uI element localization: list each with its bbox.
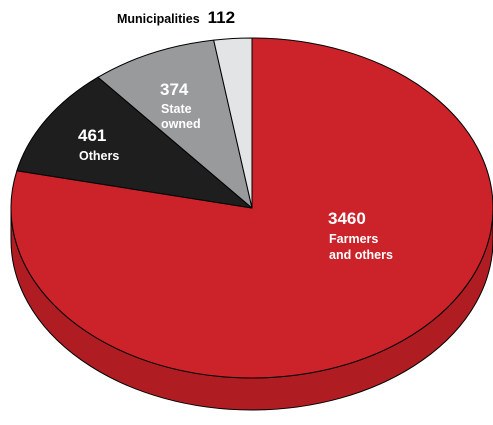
pie-slices xyxy=(10,37,493,379)
slice-label-municipalities: Municipalities 112 xyxy=(117,8,235,27)
slice-name-farmers-1: Farmers xyxy=(329,232,378,246)
slice-name-state-1: State xyxy=(161,102,192,116)
slice-value-others: 461 xyxy=(78,126,106,145)
slice-name-farmers-2: and others xyxy=(329,248,393,262)
pie-slice-farmers xyxy=(10,37,493,379)
slice-value-municipalities: 112 xyxy=(208,8,235,27)
slice-name-municipalities: Municipalities xyxy=(117,12,200,26)
pie-slice-state xyxy=(97,39,253,209)
pie-slice-others xyxy=(16,76,253,209)
slice-name-state-2: owned xyxy=(161,117,201,131)
pie-slice-municipalities xyxy=(213,37,253,209)
slice-name-others: Others xyxy=(79,149,119,163)
slice-value-farmers: 3460 xyxy=(328,209,366,228)
slice-value-state: 374 xyxy=(160,80,189,99)
